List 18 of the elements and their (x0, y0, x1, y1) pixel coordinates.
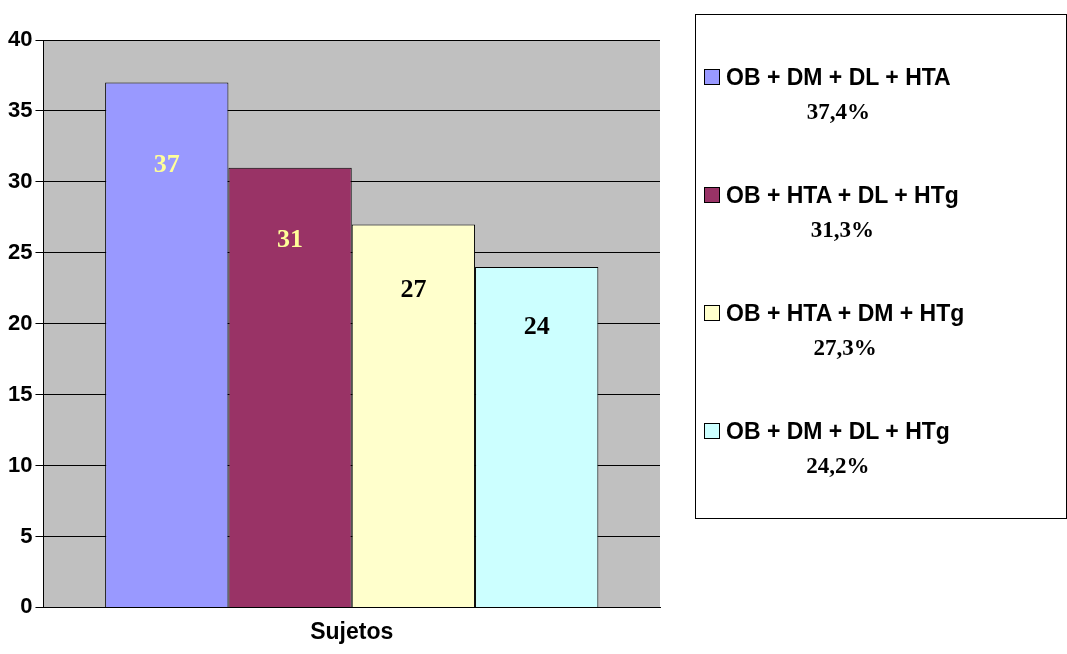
data-label: 37 (153, 149, 180, 179)
legend-label: OB + DM + DL + HTA 37,4% (726, 63, 951, 125)
data-label: 27 (400, 274, 427, 304)
legend-label: OB + DM + DL + HTg 24,2% (726, 418, 950, 480)
legend-label: OB + HTA + DM + HTg 27,3% (726, 300, 965, 362)
y-tick-label: 35 (7, 96, 33, 122)
y-tick-label: 5 (20, 522, 33, 548)
y-tick-label: 0 (20, 593, 33, 619)
y-tick-label: 10 (7, 451, 33, 477)
y-tick-label: 20 (7, 309, 33, 335)
y-tick-label: 40 (7, 26, 33, 52)
data-label: 31 (277, 224, 304, 254)
data-label: 24 (523, 311, 550, 341)
y-tick-label: 30 (7, 167, 33, 193)
y-tick-label: 25 (7, 238, 33, 264)
x-tick-label: Sujetos (310, 617, 394, 644)
legend-label: OB + HTA + DL + HTg 31,3% (726, 181, 959, 243)
y-tick-label: 15 (7, 380, 33, 406)
